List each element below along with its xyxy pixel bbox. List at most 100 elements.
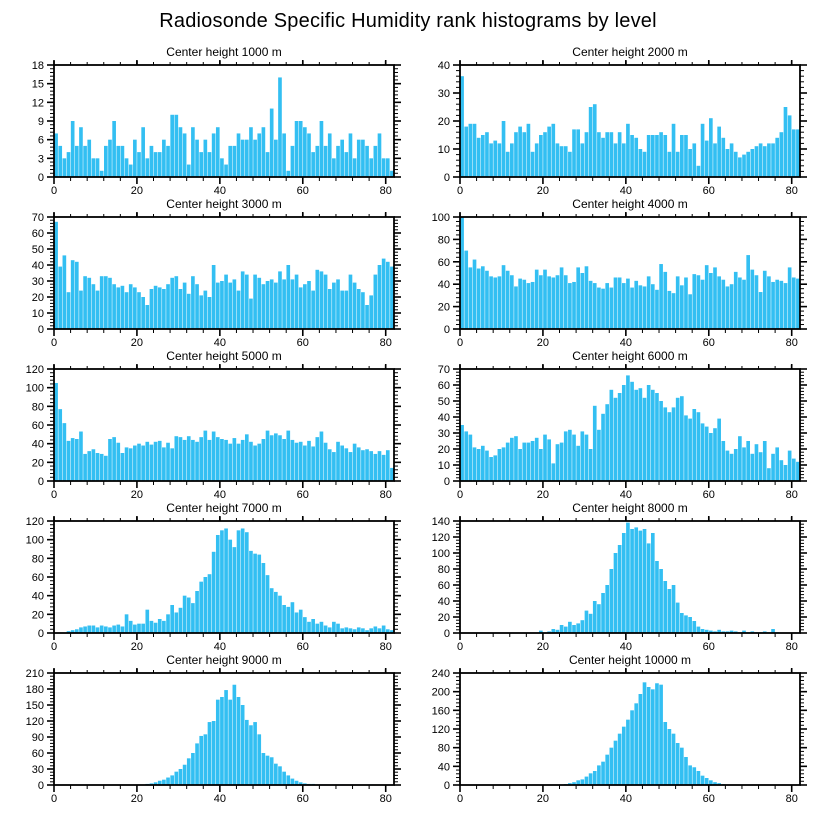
- svg-text:60: 60: [32, 228, 44, 240]
- figure: Radiosonde Specific Humidity rank histog…: [4, 10, 812, 805]
- panel-2000m: Center height 2000 m 0 20 40 60 80 0 10 20 30 40: [410, 45, 812, 197]
- svg-text:0: 0: [444, 476, 450, 488]
- svg-text:60: 60: [297, 489, 309, 501]
- svg-text:20: 20: [131, 641, 143, 653]
- svg-text:60: 60: [32, 748, 44, 760]
- svg-text:20: 20: [32, 457, 44, 469]
- svg-text:0: 0: [38, 476, 44, 488]
- svg-text:200: 200: [432, 687, 450, 699]
- svg-text:60: 60: [297, 337, 309, 349]
- figure-title: Radiosonde Specific Humidity rank histog…: [159, 10, 657, 32]
- svg-text:80: 80: [786, 185, 798, 197]
- svg-text:120: 120: [26, 364, 44, 376]
- svg-text:40: 40: [438, 761, 450, 773]
- panel-title-4000m: Center height 4000 m: [572, 197, 688, 211]
- svg-text:3: 3: [38, 153, 44, 165]
- svg-text:180: 180: [26, 684, 44, 696]
- svg-text:80: 80: [786, 641, 798, 653]
- svg-text:40: 40: [32, 260, 44, 272]
- svg-text:0: 0: [457, 489, 463, 501]
- svg-text:30: 30: [32, 764, 44, 776]
- svg-text:40: 40: [214, 641, 226, 653]
- svg-text:80: 80: [32, 401, 44, 413]
- svg-text:20: 20: [537, 489, 549, 501]
- svg-text:20: 20: [537, 793, 549, 805]
- svg-text:90: 90: [32, 732, 44, 744]
- svg-text:40: 40: [438, 279, 450, 291]
- svg-text:60: 60: [703, 793, 715, 805]
- svg-text:0: 0: [51, 641, 57, 653]
- histogram-plot-3000m: 0 20 40 60 80 0 10 20 30 40 50 60 70: [32, 212, 401, 349]
- svg-text:20: 20: [131, 185, 143, 197]
- svg-text:60: 60: [297, 185, 309, 197]
- histogram-plot-1000m: 0 20 40 60 80 0 3 6 9 12 15 18: [32, 60, 401, 197]
- svg-text:80: 80: [380, 793, 392, 805]
- panel-title-8000m: Center height 8000 m: [572, 501, 688, 515]
- svg-text:40: 40: [214, 793, 226, 805]
- svg-text:100: 100: [26, 383, 44, 395]
- svg-text:30: 30: [438, 428, 450, 440]
- panel-9000m: Center height 9000 m 0 20 40 60 80 0 30 60 90 120…: [4, 653, 406, 805]
- svg-text:0: 0: [51, 185, 57, 197]
- svg-text:120: 120: [26, 716, 44, 728]
- svg-text:40: 40: [214, 185, 226, 197]
- svg-text:80: 80: [380, 641, 392, 653]
- svg-text:40: 40: [620, 489, 632, 501]
- svg-text:60: 60: [438, 257, 450, 269]
- panel-title-10000m: Center height 10000 m: [568, 653, 692, 667]
- svg-text:9: 9: [38, 116, 44, 128]
- panel-title-1000m: Center height 1000 m: [166, 45, 282, 59]
- histogram-plot-8000m: 0 20 40 60 80 0 20 40 60 80 100 120 140: [432, 516, 807, 653]
- panel-title-2000m: Center height 2000 m: [572, 45, 688, 59]
- svg-text:20: 20: [32, 609, 44, 621]
- svg-text:80: 80: [786, 489, 798, 501]
- histogram-plot-5000m: 0 20 40 60 80 0 20 40 60 80 100 120: [26, 364, 401, 501]
- svg-text:210: 210: [26, 668, 44, 680]
- svg-text:70: 70: [438, 364, 450, 376]
- panel-title-7000m: Center height 7000 m: [166, 501, 282, 515]
- svg-text:20: 20: [131, 793, 143, 805]
- svg-text:80: 80: [380, 185, 392, 197]
- svg-text:60: 60: [438, 380, 450, 392]
- svg-text:0: 0: [457, 793, 463, 805]
- svg-text:0: 0: [444, 172, 450, 184]
- histogram-plot-10000m: 0 20 40 60 80 0 40 80 120 160 200 240: [432, 668, 807, 805]
- svg-text:15: 15: [32, 79, 44, 91]
- svg-text:80: 80: [438, 234, 450, 246]
- svg-text:40: 40: [620, 641, 632, 653]
- svg-text:70: 70: [32, 212, 44, 224]
- svg-text:20: 20: [131, 337, 143, 349]
- svg-text:10: 10: [438, 460, 450, 472]
- svg-text:20: 20: [32, 292, 44, 304]
- svg-text:0: 0: [444, 324, 450, 336]
- svg-text:20: 20: [438, 444, 450, 456]
- svg-text:60: 60: [703, 641, 715, 653]
- svg-text:0: 0: [444, 628, 450, 640]
- svg-text:0: 0: [51, 793, 57, 805]
- svg-text:60: 60: [703, 337, 715, 349]
- svg-text:40: 40: [620, 337, 632, 349]
- histogram-plot-6000m: 0 20 40 60 80 0 10 20 30 40 50 60 70: [438, 364, 807, 501]
- svg-text:0: 0: [51, 337, 57, 349]
- svg-text:140: 140: [432, 516, 450, 528]
- svg-text:30: 30: [438, 88, 450, 100]
- svg-text:50: 50: [438, 396, 450, 408]
- svg-text:240: 240: [432, 668, 450, 680]
- svg-text:12: 12: [32, 97, 44, 109]
- svg-text:40: 40: [620, 185, 632, 197]
- panel-title-5000m: Center height 5000 m: [166, 349, 282, 363]
- panel-title-9000m: Center height 9000 m: [166, 653, 282, 667]
- svg-text:20: 20: [438, 116, 450, 128]
- svg-text:80: 80: [786, 337, 798, 349]
- svg-text:0: 0: [38, 172, 44, 184]
- histogram-plot-7000m: 0 20 40 60 80 0 20 40 60 80 100 120: [26, 516, 401, 653]
- svg-text:20: 20: [438, 612, 450, 624]
- svg-text:10: 10: [438, 144, 450, 156]
- panel-title-3000m: Center height 3000 m: [166, 197, 282, 211]
- histogram-plot-4000m: 0 20 40 60 80 0 20 40 60 80 100: [432, 212, 807, 349]
- svg-text:100: 100: [26, 535, 44, 547]
- svg-text:120: 120: [26, 516, 44, 528]
- svg-text:20: 20: [438, 302, 450, 314]
- svg-text:80: 80: [32, 553, 44, 565]
